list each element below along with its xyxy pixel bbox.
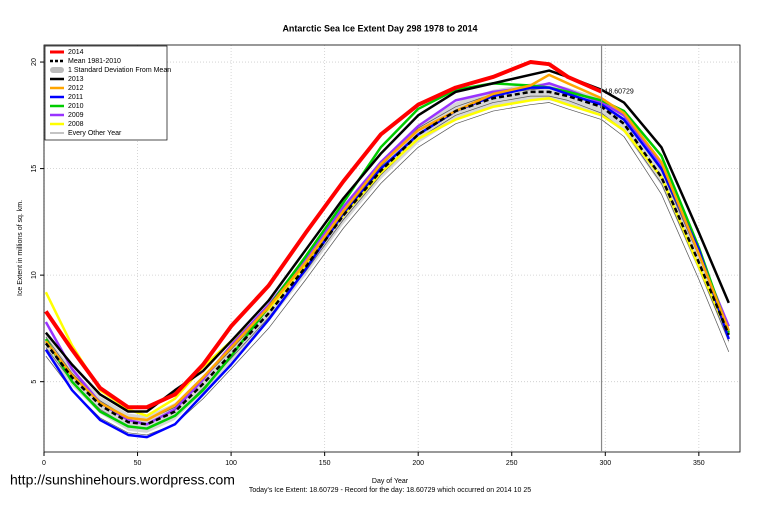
x-tick-label: 250 — [506, 460, 518, 467]
y-tick-label: 20 — [31, 58, 38, 66]
x-tick-label: 150 — [319, 460, 331, 467]
legend-label: 2008 — [68, 121, 84, 128]
series-line — [44, 73, 730, 422]
legend-label: Mean 1981-2010 — [68, 58, 121, 65]
legend-label: 2012 — [68, 85, 84, 92]
x-tick-label: 50 — [134, 460, 142, 467]
legend-label: Every Other Year — [68, 130, 122, 137]
y-tick-label: 15 — [31, 165, 38, 173]
x-tick-label: 350 — [693, 460, 705, 467]
annotation: 18.60729 — [605, 89, 634, 96]
series-line — [45, 102, 730, 436]
legend-label: 1 Standard Deviation From Mean — [68, 67, 171, 74]
plot-frame — [43, 44, 741, 453]
series-line — [44, 86, 730, 439]
series-line — [44, 90, 730, 426]
y-tick-label: 10 — [31, 271, 38, 279]
legend-label: 2010 — [68, 103, 84, 110]
legend-box — [44, 45, 168, 141]
series-line — [44, 60, 603, 410]
watermark: http://sunshinehours.wordpress.com — [10, 472, 235, 488]
y-tick-label: 5 — [31, 380, 38, 384]
x-tick-label: 0 — [42, 460, 46, 467]
series-line — [44, 97, 730, 418]
legend-label: 2011 — [68, 94, 83, 101]
series-line — [44, 69, 730, 413]
legend: 2014 Mean 1981-2010 1 Standard Deviation F… — [44, 45, 171, 141]
x-tick-label: 300 — [599, 460, 611, 467]
legend-label: 2009 — [68, 112, 84, 119]
footer: Today's Ice Extent: 18.60729 - Record fo… — [249, 487, 531, 494]
legend-swatch — [50, 67, 64, 73]
legend-label: 2014 — [68, 49, 84, 56]
x-tick-label: 100 — [225, 460, 237, 467]
legend-label: 2013 — [68, 76, 84, 83]
series-line — [44, 82, 730, 426]
chart-title: Antarctic Sea Ice Extent Day 298 1978 to… — [282, 23, 477, 33]
x-axis-label: Day of Year — [372, 478, 409, 485]
y-axis-label: Ice Extent in millions of sq. km. — [17, 200, 24, 296]
x-tick-label: 200 — [412, 460, 424, 467]
